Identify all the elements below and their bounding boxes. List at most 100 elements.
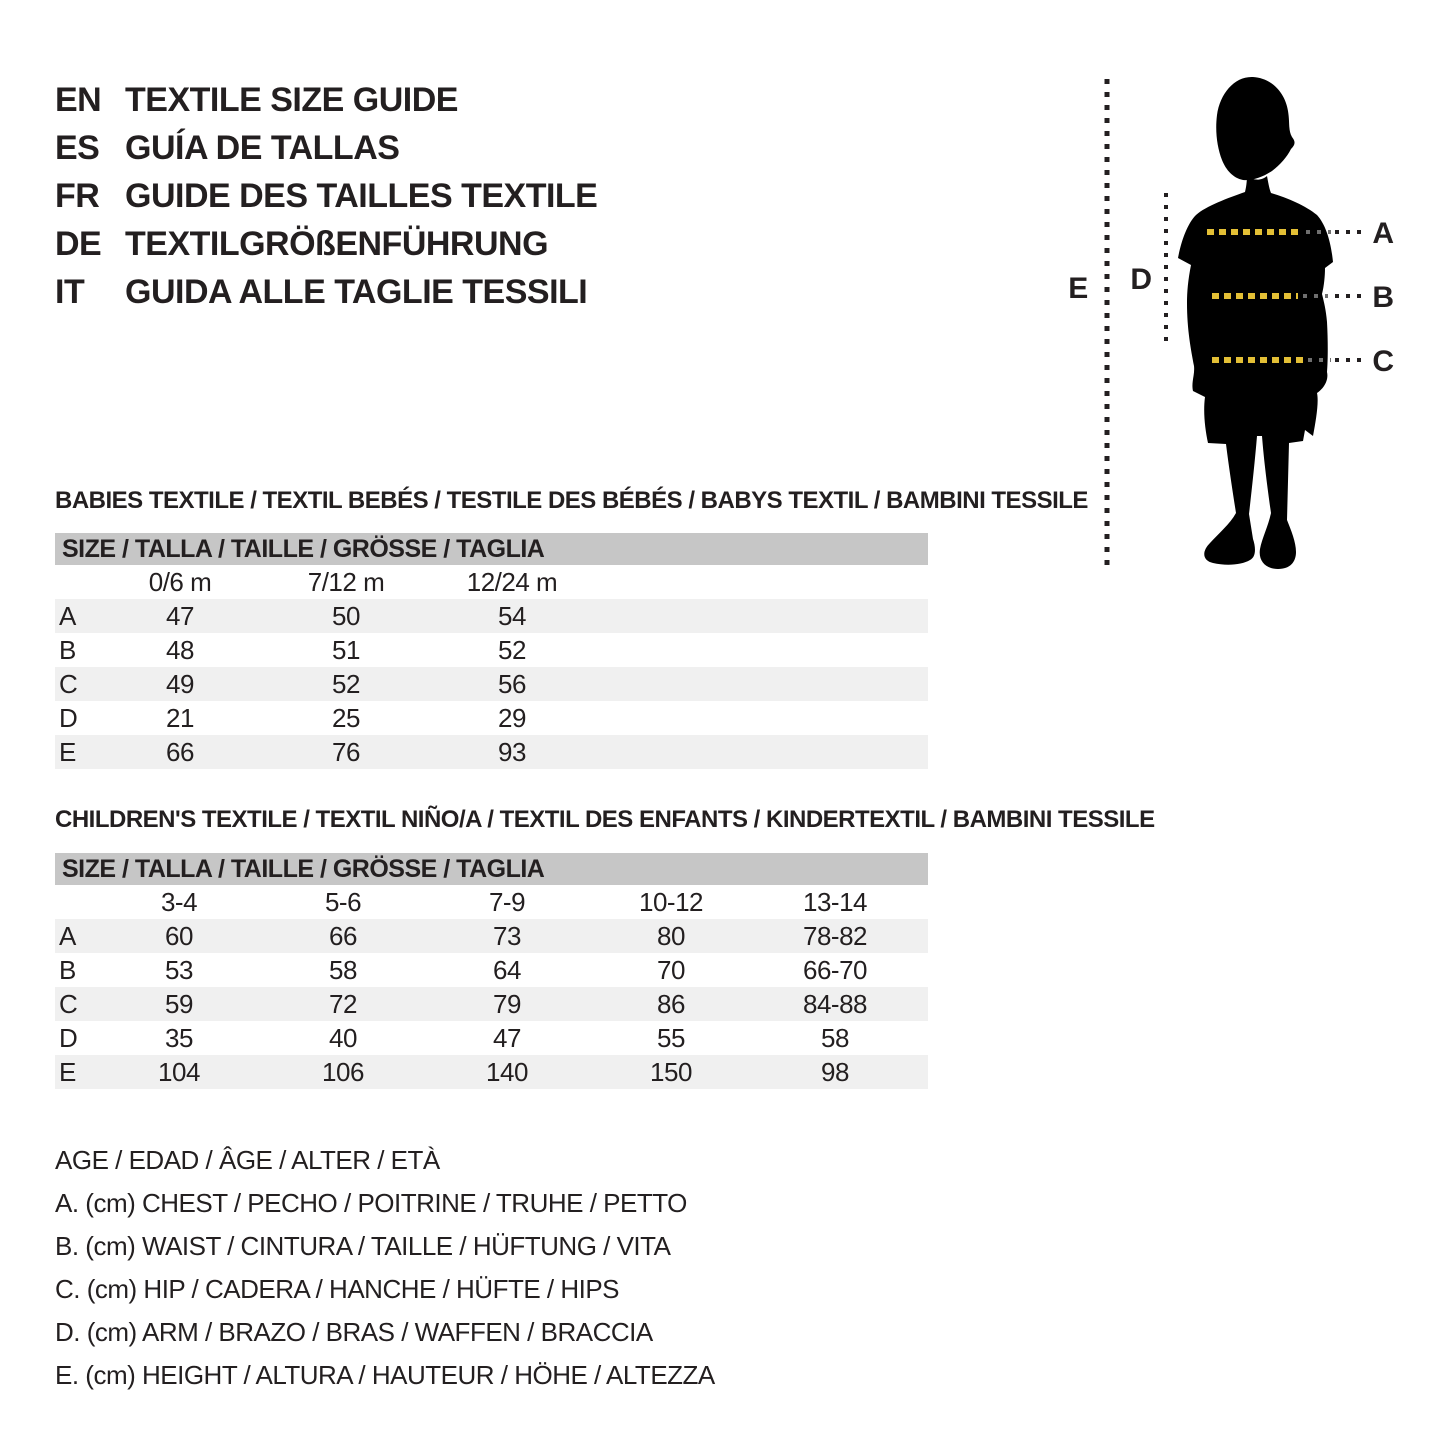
table-cell: 51: [332, 635, 360, 665]
table-row: E 104 106 140 150 98: [55, 1055, 928, 1089]
legend-chest: A. (cm) CHEST / PECHO / POITRINE / TRUHE…: [55, 1188, 687, 1218]
column-header: 5-6: [324, 887, 362, 917]
row-label: B: [59, 955, 76, 985]
table-cell: 150: [650, 1057, 692, 1087]
table-cell: 78-82: [803, 921, 868, 951]
table-cell: 58: [329, 955, 357, 985]
table-row: D 21 25 29: [55, 701, 928, 735]
table-cell: 79: [493, 989, 521, 1019]
table-row: C 59 72 79 86 84-88: [55, 987, 928, 1021]
babies-size-table: SIZE / TALLA / TAILLE / GRÖSSE / TAGLIA …: [55, 533, 928, 769]
row-label: D: [59, 703, 78, 733]
row-label: A: [59, 921, 76, 951]
table-cell: 29: [498, 703, 526, 733]
row-label: E: [59, 737, 76, 767]
table-cell: 106: [322, 1057, 364, 1087]
table-cell: 55: [657, 1023, 685, 1053]
children-column-header-row: 3-4 5-6 7-9 10-12 13-14: [55, 885, 928, 919]
row-label: B: [59, 635, 76, 665]
table-cell: 76: [332, 737, 360, 767]
table-row: B 53 58 64 70 66-70: [55, 953, 928, 987]
table-cell: 58: [821, 1023, 849, 1053]
row-label: E: [59, 1057, 76, 1087]
header-row-fr: FR GUIDE DES TAILLES TEXTILE: [55, 172, 598, 220]
lang-code: FR: [55, 177, 100, 215]
children-size-table: SIZE / TALLA / TAILLE / GRÖSSE / TAGLIA …: [55, 853, 928, 1089]
row-label: C: [59, 669, 78, 699]
table-row: D 35 40 47 55 58: [55, 1021, 928, 1055]
table-cell: 64: [493, 955, 521, 985]
table-cell: 47: [166, 601, 194, 631]
legend-waist: B. (cm) WAIST / CINTURA / TAILLE / HÜFTU…: [55, 1231, 671, 1261]
table-cell: 48: [166, 635, 194, 665]
silhouette-head: [1216, 76, 1295, 181]
guide-title: GUÍA DE TALLAS: [125, 129, 400, 167]
table-cell: 60: [165, 921, 193, 951]
hip-label: C: [1372, 345, 1393, 378]
lang-code: EN: [55, 81, 102, 119]
table-cell: 52: [498, 635, 526, 665]
table-cell: 52: [332, 669, 360, 699]
babies-size-header-bar: SIZE / TALLA / TAILLE / GRÖSSE / TAGLIA: [55, 533, 928, 565]
table-row: E 66 76 93: [55, 735, 928, 769]
table-row: A 47 50 54: [55, 599, 928, 633]
column-header: 7/12 m: [307, 567, 385, 597]
table-cell: 98: [821, 1057, 849, 1087]
chest-label: A: [1372, 217, 1393, 250]
header-row-it: IT GUIDA ALLE TAGLIE TESSILI: [55, 268, 597, 316]
table-cell: 84-88: [803, 989, 868, 1019]
table-row: B 48 51 52: [55, 633, 928, 667]
height-label: E: [1068, 272, 1088, 305]
table-row: C 49 52 56: [55, 667, 928, 701]
table-cell: 140: [486, 1057, 528, 1087]
children-section-title: CHILDREN'S TEXTILE / TEXTIL NIÑO/A / TEX…: [55, 806, 1155, 833]
table-cell: 54: [498, 601, 526, 631]
corner-cell: [55, 565, 97, 599]
guide-title: GUIDE DES TAILLES TEXTILE: [125, 177, 598, 215]
lang-code: ES: [55, 129, 100, 167]
table-cell: 72: [329, 989, 357, 1019]
table-cell: 56: [498, 669, 526, 699]
lang-code: DE: [55, 225, 102, 263]
silhouette-body: [1178, 175, 1333, 569]
table-cell: 104: [158, 1057, 200, 1087]
arm-label: D: [1130, 263, 1151, 296]
table-cell: 70: [657, 955, 685, 985]
table-cell: 66-70: [803, 955, 868, 985]
column-header: 0/6 m: [148, 567, 212, 597]
legend-hip: C. (cm) HIP / CADERA / HANCHE / HÜFTE / …: [55, 1274, 620, 1304]
table-cell: 49: [166, 669, 194, 699]
table-cell: 47: [493, 1023, 521, 1053]
legend-arm: D. (cm) ARM / BRAZO / BRAS / WAFFEN / BR…: [55, 1317, 653, 1347]
table-cell: 50: [332, 601, 360, 631]
child-measurement-diagram: E D A B C: [1068, 76, 1394, 572]
babies-column-header-row: 0/6 m 7/12 m 12/24 m: [55, 565, 928, 599]
table-cell: 66: [329, 921, 357, 951]
header-row-de: DE TEXTILGRÖßENFÜHRUNG: [55, 220, 597, 268]
column-header: 7-9: [488, 887, 526, 917]
waist-label: B: [1372, 281, 1393, 314]
legend-age: AGE / EDAD / ÂGE / ALTER / ETÀ: [55, 1145, 440, 1175]
header-row-en: EN TEXTILE SIZE GUIDE: [55, 76, 597, 124]
column-header: 12/24 m: [466, 567, 558, 597]
header-row-es: ES GUÍA DE TALLAS: [55, 124, 597, 172]
measurement-legend: AGE / EDAD / ÂGE / ALTER / ETÀ A. (cm) C…: [55, 1139, 715, 1397]
table-cell: 93: [498, 737, 526, 767]
table-cell: 53: [165, 955, 193, 985]
column-header: 13-14: [803, 887, 868, 917]
babies-section-title: BABIES TEXTILE / TEXTIL BEBÉS / TESTILE …: [55, 487, 1088, 514]
language-header: EN TEXTILE SIZE GUIDE ES GUÍA DE TALLAS …: [55, 76, 598, 316]
legend-height: E. (cm) HEIGHT / ALTURA / HAUTEUR / HÖHE…: [55, 1360, 715, 1390]
table-cell: 73: [493, 921, 521, 951]
row-label: A: [59, 601, 76, 631]
table-cell: 86: [657, 989, 685, 1019]
table-cell: 66: [166, 737, 194, 767]
lang-code: IT: [55, 273, 85, 311]
guide-title: TEXTILE SIZE GUIDE: [125, 81, 458, 119]
table-cell: 35: [165, 1023, 193, 1053]
column-header: 3-4: [160, 887, 198, 917]
children-size-header-bar: SIZE / TALLA / TAILLE / GRÖSSE / TAGLIA: [55, 853, 928, 885]
table-cell: 40: [329, 1023, 357, 1053]
table-cell: 59: [165, 989, 193, 1019]
